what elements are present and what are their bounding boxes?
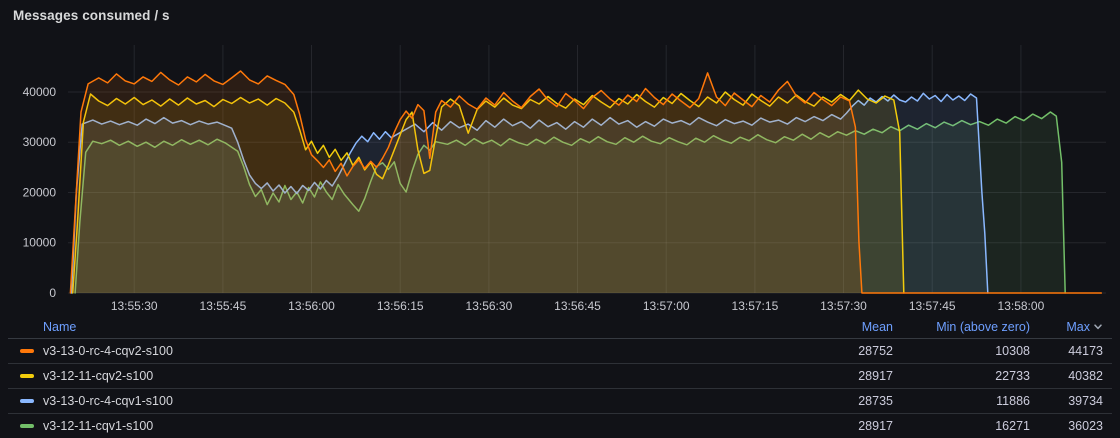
legend-header-mean[interactable]: Mean [861, 320, 893, 334]
legend-mean-value: 28917 [858, 419, 893, 433]
legend-header-min[interactable]: Min (above zero) [936, 320, 1030, 334]
svg-text:10000: 10000 [23, 236, 57, 250]
svg-text:13:56:00: 13:56:00 [288, 299, 335, 313]
legend-item[interactable]: v3-13-0-rc-4-cqv2-s100 [20, 344, 783, 358]
legend-min-value: 22733 [995, 369, 1030, 383]
series-line-v3-13-0-rc-4-cqv2-s100 [69, 70, 1103, 294]
legend-row: v3-12-11-cqv1-s100 28917 16271 36023 [8, 414, 1112, 438]
svg-text:20000: 20000 [23, 186, 57, 200]
series-fill-v3-13-0-rc-4-cqv2-s100 [70, 71, 1102, 293]
legend-item[interactable]: v3-12-11-cqv2-s100 [20, 369, 783, 383]
svg-text:13:56:30: 13:56:30 [466, 299, 513, 313]
timeseries-plot[interactable]: 0 10000 20000 30000 40000 13:55:30 13:55:45 13:… [0, 0, 1120, 316]
svg-text:13:58:00: 13:58:00 [998, 299, 1045, 313]
series-color-swatch [20, 399, 34, 403]
svg-text:13:55:45: 13:55:45 [200, 299, 247, 313]
y-axis-labels: 0 10000 20000 30000 40000 [23, 85, 57, 300]
series-color-swatch [20, 374, 34, 378]
series-color-swatch [20, 424, 34, 428]
series-fill-v3-13-0-rc-4-cqv1-s100 [71, 93, 988, 293]
legend-row: v3-13-0-rc-4-cqv1-s100 28735 11886 39734 [8, 389, 1112, 414]
svg-text:13:57:15: 13:57:15 [732, 299, 779, 313]
series-line-v3-13-0-rc-4-cqv1-s100 [70, 92, 989, 294]
legend-header-max[interactable]: Max [1030, 319, 1103, 335]
svg-text:30000: 30000 [23, 135, 57, 149]
series-fill-v3-12-11-cqv1-s100 [75, 112, 1066, 293]
series-fill-v3-12-11-cqv2-s100 [72, 90, 904, 293]
legend-max-value: 36023 [1068, 419, 1103, 433]
legend-max-value: 44173 [1068, 344, 1103, 358]
legend-item[interactable]: v3-13-0-rc-4-cqv1-s100 [20, 394, 783, 408]
legend-item-label: v3-12-11-cqv1-s100 [43, 419, 154, 433]
legend-item-label: v3-12-11-cqv2-s100 [43, 369, 154, 383]
svg-text:13:56:45: 13:56:45 [554, 299, 601, 313]
x-axis-labels: 13:55:30 13:55:45 13:56:00 13:56:15 13:56:30… [111, 299, 1045, 313]
legend-item-label: v3-13-0-rc-4-cqv1-s100 [43, 394, 173, 408]
series-line-v3-12-11-cqv1-s100 [74, 111, 1066, 294]
legend-header-max-label: Max [1066, 320, 1090, 334]
legend-min-value: 16271 [995, 419, 1030, 433]
svg-text:40000: 40000 [23, 85, 57, 99]
sort-desc-icon [1093, 321, 1103, 335]
legend-item[interactable]: v3-12-11-cqv1-s100 [20, 419, 783, 433]
legend-max-value: 39734 [1068, 394, 1103, 408]
panel-title: Messages consumed / s [13, 8, 170, 23]
legend-max-value: 40382 [1068, 369, 1103, 383]
svg-text:0: 0 [49, 286, 56, 300]
svg-text:13:57:30: 13:57:30 [820, 299, 867, 313]
svg-text:13:55:30: 13:55:30 [111, 299, 158, 313]
legend-mean-value: 28735 [858, 394, 893, 408]
legend-min-value: 10308 [995, 344, 1030, 358]
svg-text:13:57:00: 13:57:00 [643, 299, 690, 313]
legend-mean-value: 28752 [858, 344, 893, 358]
legend-row: v3-12-11-cqv2-s100 28917 22733 40382 [8, 364, 1112, 389]
series-color-swatch [20, 349, 34, 353]
legend-row: v3-13-0-rc-4-cqv2-s100 28752 10308 44173 [8, 339, 1112, 364]
legend-header-name[interactable]: Name [43, 320, 77, 334]
svg-text:13:57:45: 13:57:45 [909, 299, 956, 313]
legend-header-row: Name Mean Min (above zero) Max [8, 316, 1112, 339]
legend-min-value: 11886 [996, 394, 1030, 408]
svg-text:13:56:15: 13:56:15 [377, 299, 424, 313]
legend-mean-value: 28917 [858, 369, 893, 383]
legend-table: Name Mean Min (above zero) Max v3-13-0-r… [8, 316, 1112, 438]
legend-item-label: v3-13-0-rc-4-cqv2-s100 [43, 344, 173, 358]
